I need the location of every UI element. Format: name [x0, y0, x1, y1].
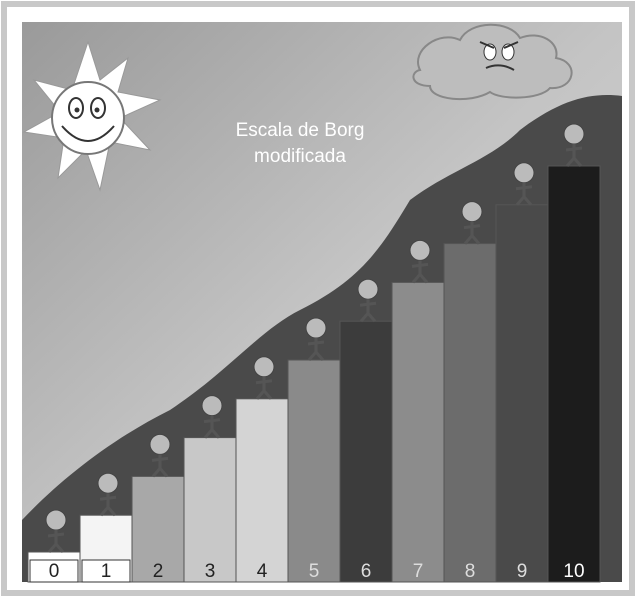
illustration: Escala de Borg modificada 0 1 2 3 4 5 6 7 8 9 10: [0, 0, 636, 597]
step: [288, 360, 340, 582]
step-label: 4: [257, 561, 268, 582]
climber-head: [46, 510, 66, 530]
step: [392, 282, 444, 582]
climber-head: [564, 124, 584, 144]
step-label: 8: [465, 561, 476, 582]
step-label: 1: [101, 561, 112, 582]
step: [496, 205, 548, 582]
climber-head: [202, 396, 222, 416]
step-label: 0: [49, 561, 60, 582]
climber-head: [98, 473, 118, 493]
climber-head: [462, 202, 482, 222]
climber-head: [150, 434, 170, 454]
step: [340, 321, 392, 582]
step-label: 7: [413, 561, 424, 582]
step: [444, 244, 496, 582]
step-label: 9: [517, 561, 528, 582]
step-label: 5: [309, 561, 320, 582]
step: [548, 166, 600, 582]
climber-head: [514, 163, 534, 183]
climber-head: [254, 357, 274, 377]
step-label: 10: [563, 561, 584, 582]
title-line: modificada: [254, 146, 346, 167]
step-label: 2: [153, 561, 164, 582]
climber-head: [358, 279, 378, 299]
page: {"title": {"line1": "Escala de Borg", "l…: [0, 0, 636, 597]
step-label: 3: [205, 561, 216, 582]
title-line: Escala de Borg: [236, 120, 365, 141]
step-label: 6: [361, 561, 372, 582]
climber-head: [306, 318, 326, 338]
step: [236, 399, 288, 582]
climber-head: [410, 240, 430, 260]
